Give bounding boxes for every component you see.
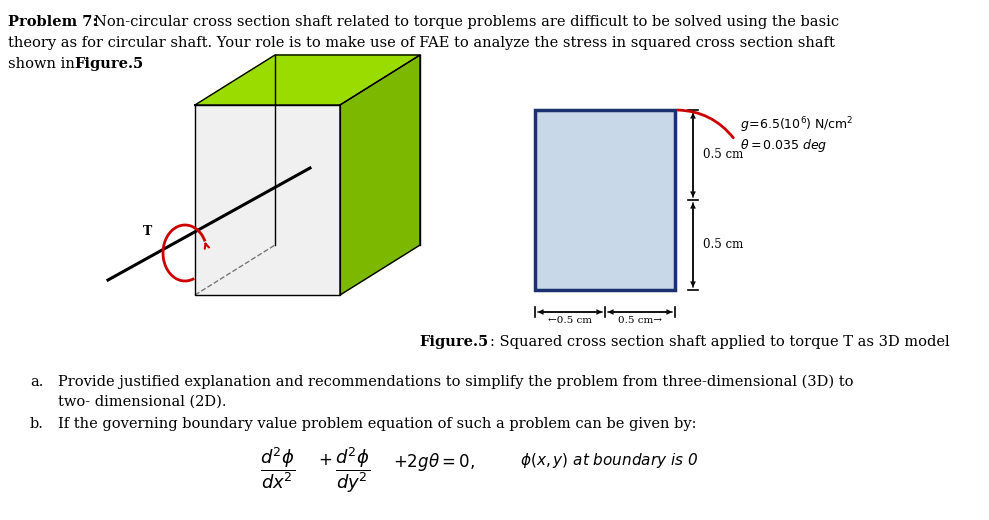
Text: T: T <box>143 225 152 238</box>
Text: $\dfrac{d^2\phi}{dx^2}$: $\dfrac{d^2\phi}{dx^2}$ <box>260 445 295 491</box>
Text: $g\!=\!6.5(10^6)\;\mathrm{N/cm^2}$: $g\!=\!6.5(10^6)\;\mathrm{N/cm^2}$ <box>740 115 854 135</box>
Text: If the governing boundary value problem equation of such a problem can be given : If the governing boundary value problem … <box>58 417 696 431</box>
Text: $+ 2g\theta = 0,$: $+ 2g\theta = 0,$ <box>393 451 475 473</box>
Text: Problem 7:: Problem 7: <box>8 15 98 29</box>
Text: shown in: shown in <box>8 57 79 71</box>
Text: Non-circular cross section shaft related to torque problems are difficult to be : Non-circular cross section shaft related… <box>94 15 839 29</box>
Text: a.: a. <box>30 375 44 389</box>
Text: $\dfrac{d^2\phi}{dy^2}$: $\dfrac{d^2\phi}{dy^2}$ <box>335 445 370 495</box>
Text: Provide justified explanation and recommendations to simplify the problem from t: Provide justified explanation and recomm… <box>58 375 854 389</box>
Text: .: . <box>133 57 137 71</box>
Text: 0.5 cm→: 0.5 cm→ <box>618 316 662 325</box>
Text: Figure.5: Figure.5 <box>419 335 489 349</box>
Text: b.: b. <box>30 417 44 431</box>
Text: ←0.5 cm: ←0.5 cm <box>548 316 592 325</box>
Text: $+$: $+$ <box>318 451 332 469</box>
Bar <box>535 110 675 290</box>
Text: $\theta = 0.035\;deg$: $\theta = 0.035\;deg$ <box>740 137 827 154</box>
Text: theory as for circular shaft. Your role is to make use of FAE to analyze the str: theory as for circular shaft. Your role … <box>8 36 835 50</box>
Text: two- dimensional (2D).: two- dimensional (2D). <box>58 395 226 409</box>
Polygon shape <box>340 55 420 295</box>
Polygon shape <box>195 105 340 295</box>
Text: $\phi(x,y)$ at boundary is 0: $\phi(x,y)$ at boundary is 0 <box>520 451 698 470</box>
Text: 0.5 cm: 0.5 cm <box>703 239 744 252</box>
Polygon shape <box>195 55 420 105</box>
Text: Figure.5: Figure.5 <box>74 57 143 71</box>
Text: 0.5 cm: 0.5 cm <box>703 149 744 162</box>
Text: : Squared cross section shaft applied to torque T as 3D model: : Squared cross section shaft applied to… <box>490 335 949 349</box>
